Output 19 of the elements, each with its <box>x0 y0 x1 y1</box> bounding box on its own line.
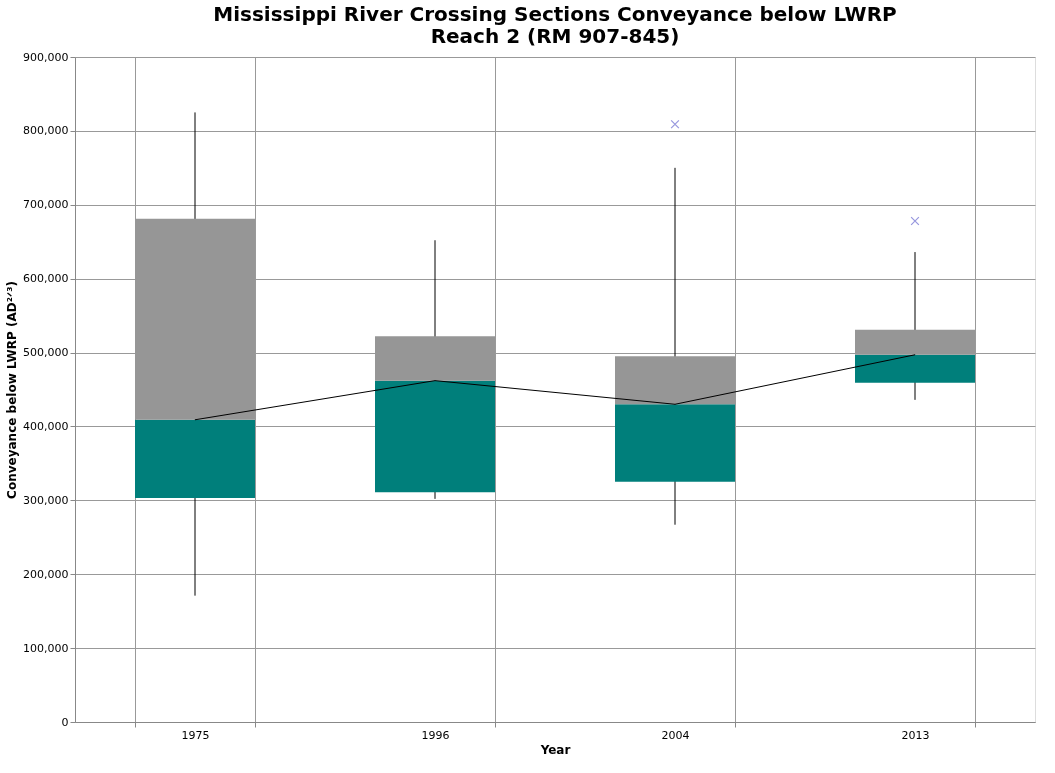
x-tick-label: 1996 <box>421 728 450 742</box>
y-tick-label: 100,000 <box>23 641 69 655</box>
y-axis-title: Conveyance below LWRP (AD²ᐟ³) <box>5 281 20 499</box>
x-tick-label: 2013 <box>901 728 930 742</box>
x-tick-label: 2004 <box>661 728 690 742</box>
line-series <box>194 354 916 421</box>
y-tick-label: 600,000 <box>23 272 69 286</box>
y-tick-label: 700,000 <box>23 198 69 212</box>
text: Reach 2 (RM 907-845) <box>430 24 680 48</box>
x-tick-label: 1975 <box>181 728 210 742</box>
y-tick-label: 400,000 <box>23 419 69 433</box>
y-tick-label: 200,000 <box>23 567 69 581</box>
y-tick-label: 900,000 <box>23 50 69 64</box>
y-tick-label: 0 <box>61 715 69 729</box>
y-tick-label: 500,000 <box>23 346 69 360</box>
x-axis-title: Year <box>539 742 571 757</box>
text: Mississippi River Crossing Sections Conveyance below LWRP <box>213 2 897 26</box>
y-tick-label: 300,000 <box>23 493 69 507</box>
y-tick-label: 800,000 <box>23 124 69 138</box>
